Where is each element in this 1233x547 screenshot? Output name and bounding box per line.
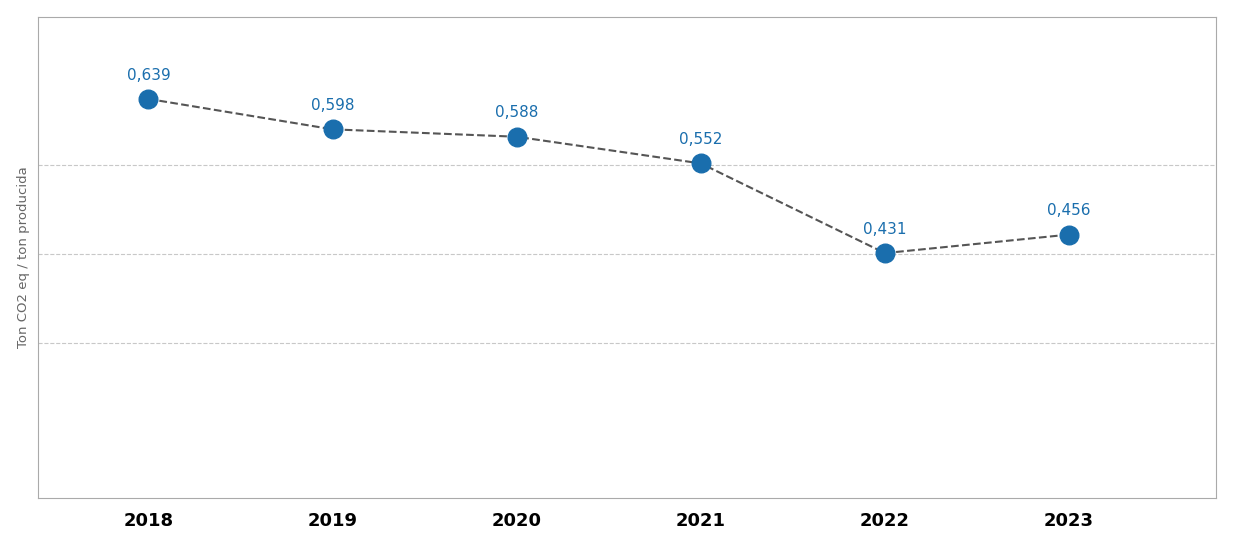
Point xyxy=(507,132,526,141)
Point xyxy=(138,95,158,103)
Text: 0,598: 0,598 xyxy=(311,98,354,113)
Point xyxy=(1059,230,1079,239)
Text: 0,552: 0,552 xyxy=(679,132,723,147)
Point xyxy=(875,249,895,258)
Text: 0,431: 0,431 xyxy=(863,222,906,237)
Text: 0,588: 0,588 xyxy=(494,106,539,120)
Text: 0,639: 0,639 xyxy=(127,68,170,83)
Text: 0,456: 0,456 xyxy=(1047,203,1091,218)
Point xyxy=(323,125,343,133)
Point xyxy=(690,159,710,168)
Y-axis label: Ton CO2 eq / ton producida: Ton CO2 eq / ton producida xyxy=(17,167,30,348)
